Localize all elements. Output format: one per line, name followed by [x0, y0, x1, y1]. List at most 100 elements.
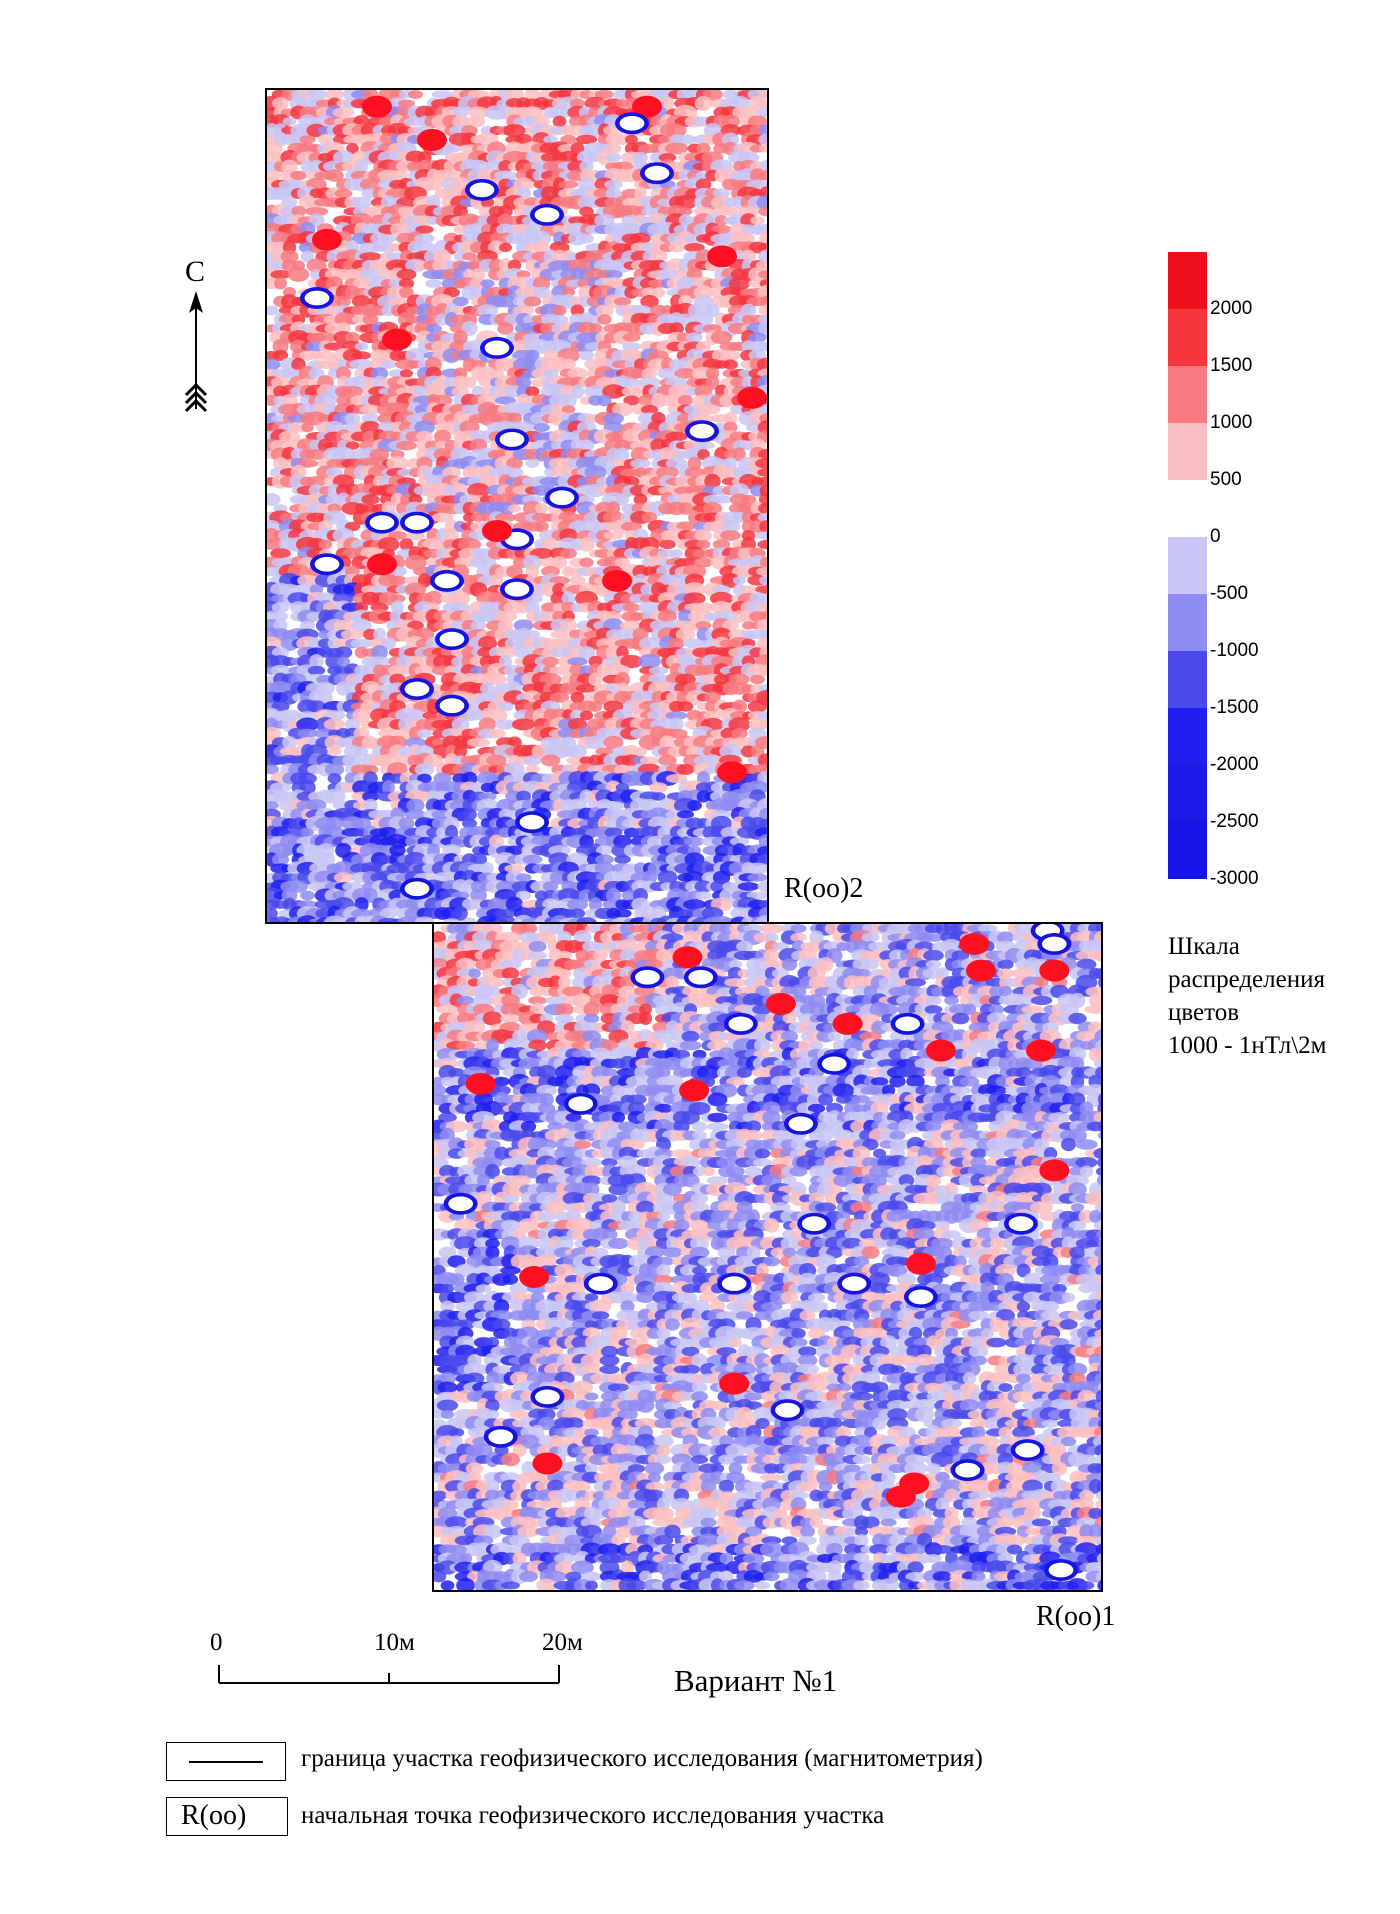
north-letter: С: [185, 255, 206, 288]
scale-tick-label: 1500: [1210, 355, 1253, 376]
anomaly-spot: [925, 1039, 956, 1062]
anomaly-spot: [672, 946, 703, 969]
anomaly-spot: [1039, 959, 1070, 982]
anomaly-spot: [683, 966, 718, 989]
boundary-line-sample: [189, 1761, 263, 1763]
anomaly-spot: [1010, 1439, 1045, 1462]
caption-line: цветов: [1168, 999, 1240, 1026]
anomaly-spot: [817, 1052, 852, 1075]
scale-bar: 0 10м 20м Вариант №1: [200, 1625, 837, 1725]
anomaly-spot: [832, 1012, 863, 1035]
anomaly-spot: [783, 1112, 818, 1135]
anomaly-spot: [903, 1285, 938, 1308]
anomaly-spot: [602, 569, 632, 592]
start-point-legend-label: R(oo): [181, 1800, 247, 1831]
boundary-legend-text: граница участка геофизического исследова…: [301, 1745, 983, 1772]
anomaly-spot: [430, 569, 464, 592]
anomaly-spot: [300, 287, 334, 309]
anomaly-spot: [530, 1385, 565, 1408]
anomaly-spot: [965, 959, 996, 982]
anomaly-spot: [400, 511, 434, 534]
anomaly-spot: [310, 553, 344, 576]
scale-bar-label: 20м: [542, 1629, 583, 1656]
anomaly-spot: [583, 1272, 618, 1295]
anomaly-spot: [515, 811, 549, 834]
anomaly-spot: [632, 95, 662, 118]
anomaly-spot: [1037, 932, 1072, 955]
scale-tick-label: 500: [1210, 469, 1242, 490]
scale-band: [1168, 480, 1207, 537]
anomaly-spot: [382, 328, 412, 351]
scale-band: [1168, 309, 1207, 366]
anomaly-spot: [797, 1212, 832, 1235]
start-point-label-1: R(oo)1: [1036, 1601, 1116, 1632]
scale-band: [1168, 708, 1207, 765]
caption-line: распределения: [1168, 966, 1325, 993]
anomaly-spot: [465, 178, 499, 201]
scale-band: [1168, 594, 1207, 651]
scale-band: [1168, 822, 1207, 879]
color-scale-caption: Шкала распределения цветов 1000 - 1нТл\2…: [1168, 930, 1393, 1062]
scale-tick-label: -2000: [1210, 754, 1259, 775]
variant-title: Вариант №1: [674, 1663, 838, 1698]
scale-tick-label: -1000: [1210, 640, 1259, 661]
magnetometry-heatmap-1: [434, 924, 1101, 1590]
scale-tick-label: 2000: [1210, 298, 1253, 319]
start-point-legend-symbol: R(oo): [166, 1797, 288, 1836]
anomaly-spot: [959, 932, 990, 955]
anomaly-spot: [717, 1272, 752, 1295]
scale-bar-label: 10м: [374, 1629, 415, 1656]
scale-band: [1168, 765, 1207, 822]
anomaly-spot: [400, 678, 434, 701]
north-arrow-icon: [184, 291, 208, 413]
anomaly-spot: [885, 1485, 916, 1508]
anomaly-spot: [367, 553, 397, 576]
scale-tick-label: -1500: [1210, 697, 1259, 718]
magnetometry-heatmap-2: [267, 90, 767, 922]
anomaly-spot: [1039, 1159, 1070, 1182]
anomaly-spot: [312, 228, 342, 251]
survey-area-1-map: [432, 922, 1103, 1592]
anomaly-spot: [737, 386, 767, 409]
caption-line: 1000 - 1нТл\2м: [1168, 1032, 1327, 1059]
start-point-legend-text: начальная точка геофизического исследова…: [301, 1802, 885, 1829]
scale-tick-label: -2500: [1210, 811, 1259, 832]
scale-tick-label: 1000: [1210, 412, 1253, 433]
anomaly-spot: [530, 203, 564, 226]
anomaly-spot: [495, 428, 529, 451]
anomaly-spot: [400, 877, 434, 900]
anomaly-spot: [545, 486, 579, 509]
anomaly-spot: [519, 1265, 550, 1288]
anomaly-spot: [679, 1079, 710, 1102]
anomaly-spot: [465, 1072, 496, 1095]
anomaly-spot: [365, 511, 399, 534]
anomaly-spot: [362, 95, 392, 118]
anomaly-spot: [707, 245, 737, 268]
anomaly-spot: [905, 1252, 936, 1275]
anomaly-spot: [563, 1092, 598, 1115]
anomaly-spot: [532, 1452, 563, 1475]
anomaly-spot: [723, 1012, 758, 1035]
scale-bar-line: [218, 1665, 560, 1684]
scale-band: [1168, 651, 1207, 708]
anomaly-spot: [615, 112, 649, 135]
anomaly-spot: [770, 1399, 805, 1422]
anomaly-spot: [837, 1272, 872, 1295]
anomaly-spot: [417, 128, 447, 151]
scale-band: [1168, 366, 1207, 423]
anomaly-spot: [435, 628, 469, 651]
scale-tick-label: -3000: [1210, 868, 1259, 889]
anomaly-spot: [890, 1012, 925, 1035]
anomaly-spot: [950, 1459, 985, 1482]
caption-line: Шкала: [1168, 933, 1240, 960]
scale-tick-label: -500: [1210, 583, 1249, 604]
anomaly-spot: [435, 694, 469, 717]
scale-band: [1168, 537, 1207, 594]
anomaly-spot: [480, 336, 514, 359]
scale-bar-label: 0: [210, 1629, 223, 1656]
scale-band: [1168, 423, 1207, 480]
anomaly-spot: [1003, 1212, 1038, 1235]
anomaly-spot: [1025, 1039, 1056, 1062]
scale-band: [1168, 252, 1207, 309]
boundary-legend-symbol: [166, 1742, 286, 1781]
